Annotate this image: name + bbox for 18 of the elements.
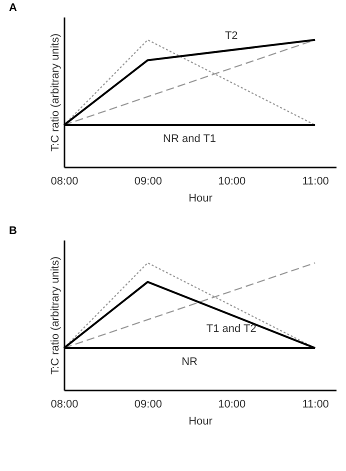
- chart-title: A: [9, 2, 17, 14]
- x-axis-title: Hour: [188, 192, 213, 204]
- x-tick-label: 10:00: [218, 398, 246, 410]
- x-tick-label: 11:00: [302, 176, 329, 188]
- y-axis-title: T:C ratio (arbitrary units): [50, 34, 62, 152]
- chart-title: B: [9, 225, 17, 237]
- x-tick-label: 09:00: [134, 176, 162, 188]
- x-tick-label: 10:00: [218, 176, 246, 188]
- y-axis-title: T:C ratio (arbitrary units): [50, 256, 62, 374]
- series-label: NR: [182, 356, 198, 368]
- series-label: T2: [224, 30, 238, 42]
- series-label: T1 and T2: [206, 323, 256, 335]
- x-tick-label: 08:00: [50, 398, 78, 410]
- x-tick-label: 11:00: [302, 398, 329, 410]
- series-label: NR and T1: [163, 133, 216, 146]
- x-axis-title: Hour: [188, 416, 213, 428]
- x-tick-label: 09:00: [134, 398, 162, 410]
- x-tick-label: 08:00: [50, 176, 78, 188]
